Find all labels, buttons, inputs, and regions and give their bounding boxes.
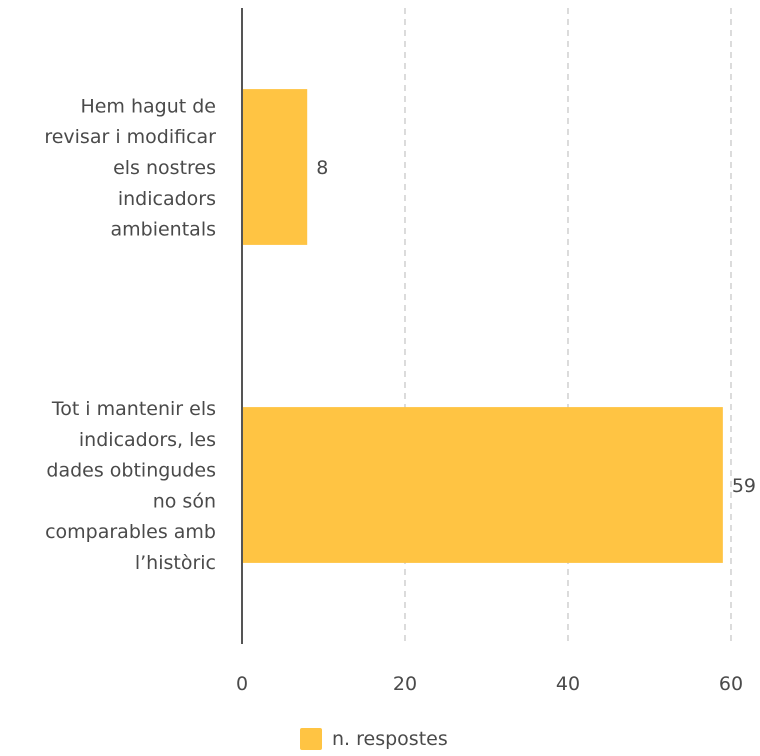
x-axis-tick-labels: 0 20 40 60 <box>236 673 743 695</box>
data-label: 59 <box>732 475 756 497</box>
x-tick-label: 20 <box>393 673 417 695</box>
legend-label: n. respostes <box>332 728 448 750</box>
x-tick-label: 40 <box>556 673 580 695</box>
legend: n. respostes <box>300 726 448 752</box>
category-label: Hem hagut de revisar i modificar els nostr… <box>44 95 216 240</box>
x-tick-label: 60 <box>719 673 743 695</box>
category-labels: Hem hagut de revisar i modificar els nostr… <box>44 95 216 574</box>
category-label: Tot i mantenir els indicadors, les dades o… <box>45 398 216 574</box>
data-label: 8 <box>316 157 328 179</box>
bars <box>242 89 723 563</box>
bar <box>242 89 308 245</box>
x-tick-label: 0 <box>236 673 248 695</box>
legend-swatch <box>300 728 322 750</box>
data-labels: 8 59 <box>316 157 756 497</box>
bar <box>242 407 723 563</box>
